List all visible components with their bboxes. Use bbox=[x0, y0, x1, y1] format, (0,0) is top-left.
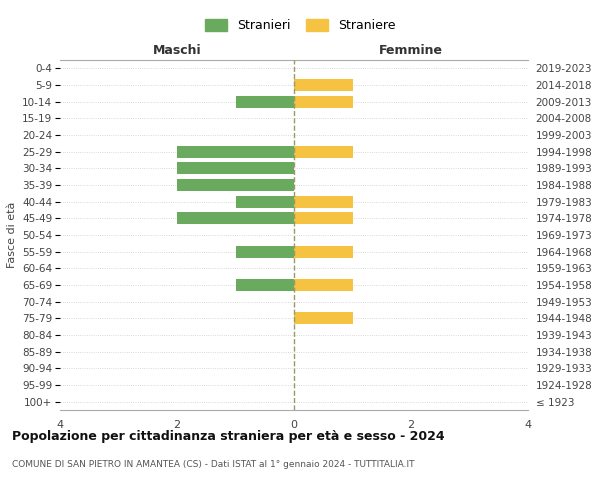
Bar bbox=[294, 212, 353, 224]
Bar bbox=[294, 79, 353, 91]
Bar bbox=[294, 146, 353, 158]
Bar bbox=[177, 179, 294, 191]
Bar bbox=[235, 246, 294, 258]
Bar bbox=[294, 196, 353, 207]
Bar bbox=[177, 212, 294, 224]
Text: Maschi: Maschi bbox=[152, 44, 202, 57]
Bar bbox=[294, 96, 353, 108]
Bar bbox=[235, 96, 294, 108]
Bar bbox=[294, 279, 353, 291]
Bar bbox=[235, 196, 294, 207]
Text: COMUNE DI SAN PIETRO IN AMANTEA (CS) - Dati ISTAT al 1° gennaio 2024 - TUTTITALI: COMUNE DI SAN PIETRO IN AMANTEA (CS) - D… bbox=[12, 460, 415, 469]
Bar bbox=[177, 162, 294, 174]
Text: Popolazione per cittadinanza straniera per età e sesso - 2024: Popolazione per cittadinanza straniera p… bbox=[12, 430, 445, 443]
Y-axis label: Fasce di età: Fasce di età bbox=[7, 202, 17, 268]
Bar bbox=[177, 146, 294, 158]
Text: Femmine: Femmine bbox=[379, 44, 443, 57]
Bar bbox=[235, 279, 294, 291]
Bar bbox=[294, 246, 353, 258]
Legend: Stranieri, Straniere: Stranieri, Straniere bbox=[199, 14, 401, 37]
Bar bbox=[294, 312, 353, 324]
Y-axis label: Anni di nascita: Anni di nascita bbox=[599, 194, 600, 276]
